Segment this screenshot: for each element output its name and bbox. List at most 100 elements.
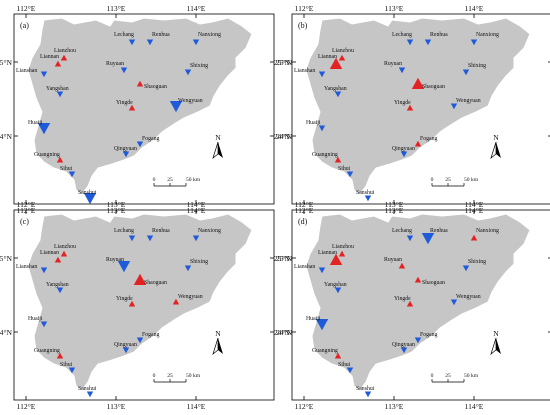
- lon-label-bottom: 113°E: [385, 402, 404, 411]
- station-label: Yingde: [394, 296, 411, 302]
- panel-label: (b): [298, 21, 308, 30]
- map-panel: 112°E112°E113°E113°E114°E114°E25°N25°N24…: [0, 2, 294, 218]
- lon-label-top: 112°E: [295, 200, 314, 209]
- scale-bar: 0 25 50 km: [431, 177, 479, 187]
- station-label: Wengyuan: [178, 294, 203, 300]
- scale-bar: 0 25 50 km: [431, 373, 479, 383]
- station-label: Sihui: [60, 166, 73, 172]
- station-label: Renhua: [152, 228, 170, 234]
- station-label: Yingde: [394, 100, 411, 106]
- station-label: Lianzhou: [332, 244, 354, 250]
- station-label: Huaiji: [28, 316, 43, 322]
- station-label: Renhua: [430, 228, 448, 234]
- map-figure: 112°E112°E113°E113°E114°E114°E25°N25°N24…: [0, 4, 293, 215]
- map-panel: 112°E112°E113°E113°E114°E114°E25°N25°N24…: [274, 2, 550, 218]
- station-label: Sihui: [338, 362, 351, 368]
- station-label: Lianshan: [294, 68, 315, 74]
- trend-increase-marker: [54, 60, 62, 67]
- trend-decrease-marker: [40, 71, 48, 78]
- study-region: [305, 213, 531, 391]
- trend-decrease-marker: [37, 123, 51, 135]
- scale-label: 25: [167, 373, 173, 379]
- study-region: [305, 17, 531, 195]
- trend-decrease-marker: [406, 39, 414, 46]
- trend-decrease-marker: [56, 91, 64, 98]
- trend-decrease-marker: [334, 91, 342, 98]
- scale-label: 25: [445, 373, 451, 379]
- lon-label-bottom: 113°E: [107, 402, 126, 411]
- station-label: Lechang: [392, 32, 412, 38]
- scale-label: 0: [153, 373, 156, 379]
- lat-label-left: 25°N: [0, 254, 13, 263]
- trend-decrease-marker: [462, 265, 470, 272]
- station-label: Wengyuan: [456, 294, 481, 300]
- trend-decrease-marker: [421, 233, 435, 245]
- lat-label-left: 25°N: [274, 254, 291, 263]
- trend-decrease-marker: [192, 39, 200, 46]
- map-panel: 112°E112°E113°E113°E114°E114°E25°N25°N24…: [274, 198, 550, 414]
- trend-decrease-marker: [136, 337, 144, 344]
- panel-label: (a): [20, 21, 29, 30]
- lon-label-top: 114°E: [465, 4, 484, 13]
- trend-increase-marker: [172, 298, 180, 305]
- trend-decrease-marker: [470, 39, 478, 46]
- trend-decrease-marker: [146, 235, 154, 242]
- station-label: Lianshan: [16, 264, 37, 270]
- trend-decrease-marker: [398, 67, 406, 74]
- station-label: Qingyuan: [114, 146, 137, 152]
- station-label: Renhua: [152, 32, 170, 38]
- lat-label-left: 24°N: [274, 328, 291, 337]
- study-region: [27, 17, 253, 195]
- lat-label-right: 25°N: [276, 58, 293, 67]
- station-label: Wengyuan: [456, 98, 481, 104]
- trend-decrease-marker: [40, 267, 48, 274]
- trend-decrease-marker: [346, 367, 354, 374]
- north-arrow-icon: N: [490, 329, 501, 355]
- station-label: Shixing: [468, 63, 486, 69]
- scale-label: 50 km: [186, 373, 201, 379]
- scale-label: 0: [431, 177, 434, 183]
- station-label: Renhua: [430, 32, 448, 38]
- trend-decrease-marker: [414, 337, 422, 344]
- map-frame: [291, 209, 550, 401]
- trend-decrease-marker: [122, 151, 130, 158]
- lon-label-bottom: 114°E: [465, 402, 484, 411]
- trend-decrease-marker: [122, 347, 130, 354]
- trend-decrease-marker: [117, 261, 131, 273]
- station-label: Qingyuan: [114, 342, 137, 348]
- trend-increase-marker: [329, 57, 343, 69]
- map-figure: 112°E112°E113°E113°E114°E114°E25°N25°N24…: [274, 200, 550, 411]
- trend-increase-marker: [414, 140, 422, 147]
- north-arrow-icon: N: [212, 133, 223, 159]
- trend-decrease-marker: [406, 235, 414, 242]
- lat-label-right: 24°N: [276, 132, 293, 141]
- station-label: Yangshan: [46, 86, 69, 92]
- station-label: Sanshui: [78, 190, 97, 196]
- panel-label: (d): [298, 217, 308, 226]
- station-label: Liannan: [318, 250, 337, 256]
- trend-increase-marker: [334, 156, 342, 163]
- station-label: Fogang: [142, 332, 159, 338]
- trend-decrease-marker: [400, 151, 408, 158]
- station-label: Yangshan: [46, 282, 69, 288]
- lon-label-top: 113°E: [385, 4, 404, 13]
- study-region: [27, 213, 253, 391]
- trend-increase-marker: [60, 54, 68, 61]
- station-label: Guangning: [34, 348, 60, 354]
- trend-increase-marker: [60, 250, 68, 257]
- station-label: Sanshui: [78, 386, 97, 392]
- lon-label-top: 112°E: [295, 4, 314, 13]
- map-figure: 112°E112°E113°E113°E114°E114°E25°N25°N24…: [274, 4, 550, 215]
- lat-label-left: 24°N: [0, 132, 13, 141]
- trend-increase-marker: [406, 104, 414, 111]
- trend-decrease-marker: [184, 69, 192, 76]
- station-label: Yingde: [116, 100, 133, 106]
- trend-increase-marker: [406, 300, 414, 307]
- trend-decrease-marker: [364, 195, 372, 202]
- north-label: N: [215, 133, 221, 142]
- trend-decrease-marker: [68, 171, 76, 178]
- lon-label-bottom: 112°E: [17, 402, 36, 411]
- station-label: Lianzhou: [332, 48, 354, 54]
- station-label: Guangning: [312, 348, 338, 354]
- map-panel: 112°E112°E113°E113°E114°E114°E25°N25°N24…: [0, 198, 294, 414]
